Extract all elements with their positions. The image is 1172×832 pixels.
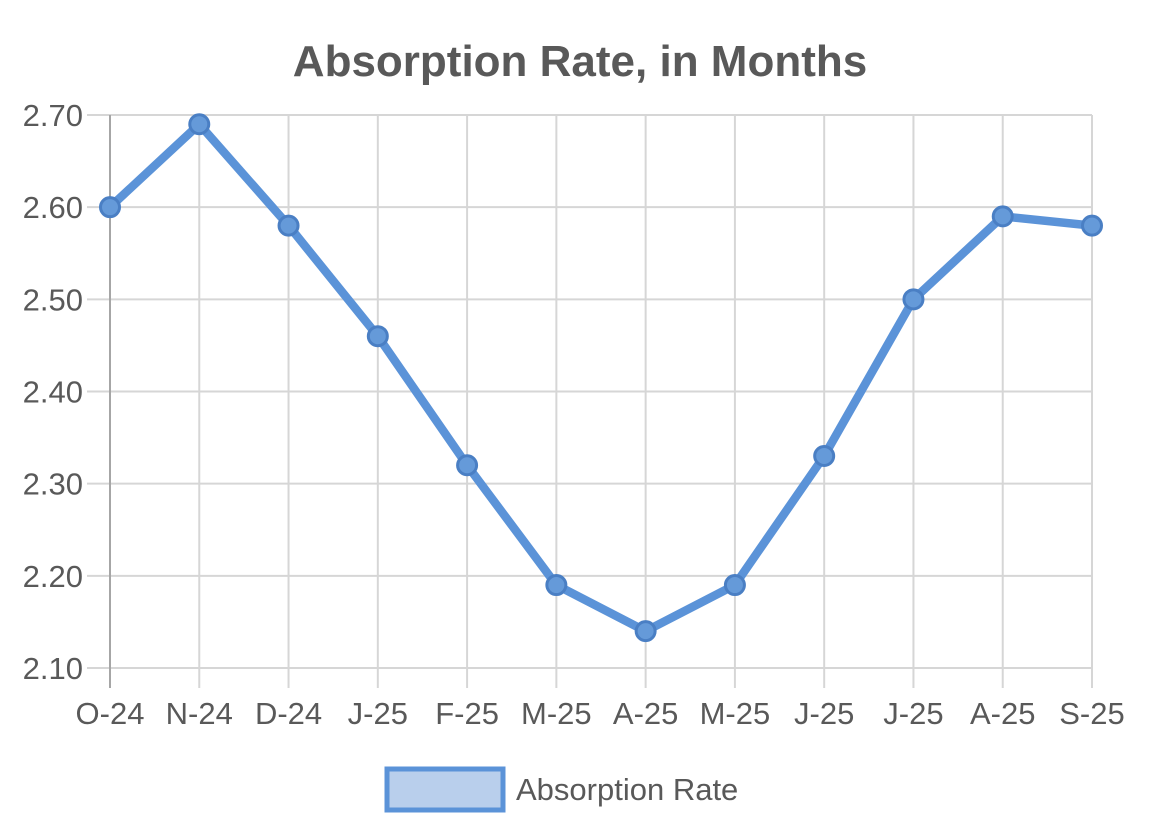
x-tick-label: M-25: [521, 696, 592, 731]
y-tick-label: 2.50: [23, 282, 83, 317]
data-point[interactable]: [1081, 214, 1103, 237]
data-point[interactable]: [277, 214, 300, 237]
x-tick-label: A-25: [970, 696, 1035, 731]
data-point[interactable]: [99, 196, 121, 219]
data-point[interactable]: [634, 620, 657, 643]
x-axis-labels: O-24 N-24 D-24 J-25 F-25 M-25 A-25 M-25 J-25 J-25…: [76, 696, 1125, 731]
legend-label[interactable]: Absorption Rate: [516, 772, 738, 807]
y-axis-labels: 2.10 2.20 2.30 2.40 2.50 2.60 2.70: [23, 98, 83, 686]
y-tick-label: 2.70: [23, 98, 83, 133]
data-point[interactable]: [456, 454, 479, 477]
chart-title: Absorption Rate, in Months: [293, 37, 867, 86]
x-tick-label: J-25: [883, 696, 943, 731]
x-tick-label: O-24: [76, 696, 145, 731]
y-tick-label: 2.20: [23, 559, 83, 594]
x-tick-label: D-24: [255, 696, 322, 731]
x-tick-label: N-24: [166, 696, 233, 731]
legend[interactable]: Absorption Rate: [384, 766, 738, 813]
data-point[interactable]: [545, 574, 568, 597]
legend-swatch[interactable]: [384, 766, 506, 813]
data-point[interactable]: [813, 445, 836, 468]
data-point[interactable]: [188, 113, 211, 136]
series-line: [105, 119, 1097, 636]
x-tick-label: J-25: [794, 696, 854, 731]
y-tick-label: 2.40: [23, 375, 83, 410]
data-series: [99, 113, 1103, 643]
x-tick-label: A-25: [613, 696, 678, 731]
grid-lines: [87, 114, 1093, 688]
x-tick-label: S-25: [1059, 696, 1124, 731]
x-tick-label: F-25: [435, 696, 499, 731]
data-point[interactable]: [723, 574, 746, 597]
y-tick-label: 2.60: [23, 190, 83, 225]
y-tick-label: 2.10: [23, 651, 83, 686]
data-point[interactable]: [902, 288, 925, 311]
x-tick-label: M-25: [700, 696, 771, 731]
data-point[interactable]: [366, 325, 389, 348]
y-tick-label: 2.30: [23, 467, 83, 502]
data-point[interactable]: [991, 205, 1014, 228]
x-tick-label: J-25: [348, 696, 408, 731]
